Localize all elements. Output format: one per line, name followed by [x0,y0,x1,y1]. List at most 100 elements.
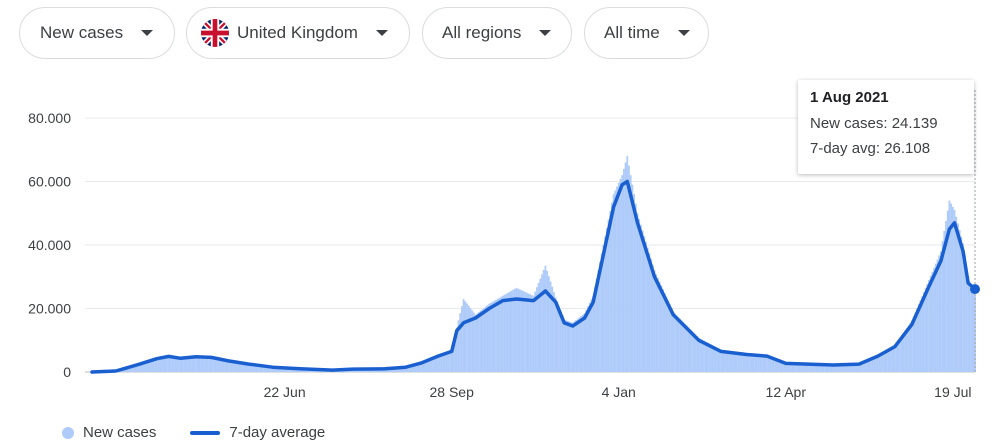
new-cases-bar [529,294,531,372]
new-cases-bar [911,321,913,372]
new-cases-bar [930,276,932,372]
new-cases-bar [660,285,662,372]
new-cases-bar [923,292,925,372]
new-cases-bar [650,259,652,372]
new-cases-bar [500,297,502,372]
new-cases-bar [921,296,923,372]
new-cases-bar [671,308,673,372]
new-cases-legend-marker [62,427,74,439]
new-cases-bar [499,298,501,372]
new-cases-bar [633,194,635,372]
new-cases-bar [514,289,516,372]
new-cases-bar [567,321,569,372]
new-cases-bar [705,341,707,372]
new-cases-bar [620,179,622,372]
new-cases-bar [683,322,685,372]
new-cases-bar [505,294,507,372]
x-tick-label: 19 Jul [934,384,971,400]
new-cases-bar [524,292,526,372]
new-cases-bar [548,276,550,372]
new-cases-bar [688,327,690,372]
new-cases-bar [645,242,647,372]
new-cases-bar [556,302,558,372]
new-cases-bar [473,313,475,372]
new-cases-bar [507,293,509,372]
new-cases-bar [459,313,461,372]
new-cases-bar [631,185,633,372]
new-cases-bar [642,230,644,372]
new-cases-bar [565,320,567,372]
new-cases-bar [492,302,494,372]
new-cases-bar [957,223,959,372]
metric-dropdown[interactable]: New cases [19,7,175,59]
new-cases-bar [971,287,973,372]
new-cases-bar [679,319,681,372]
new-cases-bar [659,282,661,372]
new-cases-bar [967,278,969,372]
y-tick-label: 60.000 [28,174,71,190]
country-dropdown-label: United Kingdom [237,23,358,43]
new-cases-bar [533,296,535,372]
new-cases-bar [638,219,640,372]
new-cases-bar [701,340,703,372]
chevron-down-icon [678,30,690,36]
new-cases-bar [512,290,514,372]
tooltip-avg: 7-day avg: 26.108 [810,140,962,157]
new-cases-bar [613,194,615,372]
new-cases-bar [933,268,935,372]
y-tick-label: 80.000 [28,110,71,126]
new-cases-bar [691,331,693,372]
new-cases-bar [485,307,487,372]
new-cases-bar [563,320,565,372]
new-cases-bar [582,315,584,372]
new-cases-bar [580,316,582,372]
new-cases-bar [698,338,700,372]
new-cases-bar [960,237,962,372]
metric-dropdown-label: New cases [40,23,123,43]
new-cases-bars [93,156,976,372]
country-dropdown[interactable]: United Kingdom [186,7,410,59]
new-cases-bar [555,297,557,372]
new-cases-bar [522,291,524,372]
new-cases-bar [575,320,577,372]
new-cases-bar [495,300,497,372]
new-cases-bar [504,295,506,372]
new-cases-bar [545,266,547,372]
new-cases-bar [684,324,686,372]
new-cases-bar [959,230,961,372]
chevron-down-icon [141,30,153,36]
new-cases-bar [637,213,639,372]
hover-point-marker [970,284,980,294]
new-cases-bar [666,297,668,372]
new-cases-bar [481,309,483,372]
new-cases-bar [609,211,611,372]
new-cases-bar [640,225,642,372]
new-cases-bar [487,305,489,372]
new-cases-bar [531,295,533,372]
new-cases-bar [655,274,657,372]
new-cases-bar [662,289,664,372]
new-cases-bar [677,317,679,372]
uk-flag-icon [201,19,229,47]
y-tick-label: 0 [63,364,71,380]
new-cases-bar [493,301,495,372]
new-cases-legend-label: New cases [83,424,156,441]
x-tick-label: 28 Sep [429,384,474,400]
region-dropdown[interactable]: All regions [422,7,572,59]
new-cases-bar [478,312,480,372]
tooltip-new-cases: New cases: 24.139 [810,115,962,132]
new-cases-bar [623,169,625,372]
new-cases-bar [574,321,576,372]
new-cases-bar [621,175,623,372]
new-cases-bar [931,272,933,372]
new-cases-bar [579,317,581,372]
new-cases-bar [475,315,477,372]
new-cases-bar [686,326,688,372]
new-cases-bar [667,300,669,372]
new-cases-bar [464,301,466,372]
new-cases-bar [527,293,529,372]
new-cases-bar [703,340,705,372]
period-dropdown[interactable]: All time [584,7,709,59]
